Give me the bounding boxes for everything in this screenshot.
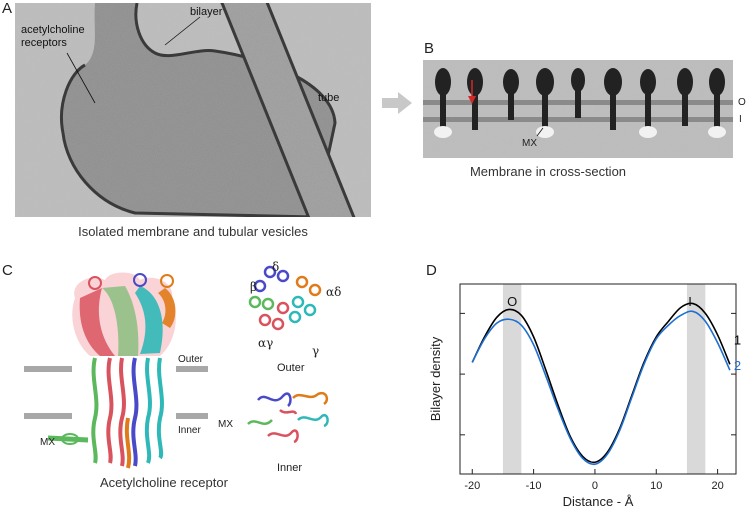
- peak-label-O: O: [507, 294, 517, 309]
- label-inner-slice: Inner: [277, 462, 303, 474]
- label-c-outer: Outer: [178, 354, 204, 365]
- annotation-bilayer: bilayer: [190, 6, 223, 18]
- receptor-ribbon-model: [40, 268, 210, 473]
- series-line-2: [471, 310, 731, 466]
- panel-b-label: B: [424, 40, 435, 57]
- x-tick-label: 20: [711, 480, 723, 492]
- caption-c: Acetylcholine receptor: [100, 475, 228, 490]
- x-tick-label: 0: [592, 480, 598, 492]
- outer-slice-view: [240, 262, 330, 342]
- caption-a: Isolated membrane and tubular vesicles: [78, 224, 308, 239]
- panel-a-label: A: [2, 0, 13, 17]
- panel-c-label: C: [2, 262, 13, 279]
- series-label-1: 1: [734, 332, 741, 347]
- red-arrow-icon: [467, 80, 477, 109]
- label-gamma: γ: [312, 344, 320, 358]
- series-labels: 12: [734, 332, 741, 373]
- y-axis-label: Bilayer density: [428, 336, 443, 421]
- label-alpha-gamma: αγ: [258, 336, 274, 350]
- x-axis-label: Distance - Å: [563, 494, 634, 509]
- annotation-receptors: acetylcholine receptors: [21, 24, 85, 50]
- label-c-mx: MX: [40, 437, 55, 448]
- annotation-tube: tube: [318, 92, 340, 104]
- label-b-outer: O: [738, 97, 746, 108]
- x-tick-label: -20: [464, 480, 480, 492]
- plot-frame: [459, 283, 737, 475]
- panel-d-label: D: [426, 262, 437, 279]
- y-ticks: [460, 312, 736, 436]
- membrane-bar-outer-left: [24, 366, 72, 372]
- shaded-band-1: [686, 284, 706, 474]
- label-beta: β: [250, 280, 257, 294]
- cross-section-image: [423, 60, 733, 158]
- label-c-inner: Inner: [178, 425, 201, 436]
- micrograph-a: [15, 0, 378, 289]
- membrane-bar-inner-right: [176, 413, 208, 419]
- series-line-1: [471, 302, 731, 464]
- label-delta: δ: [272, 260, 280, 274]
- peak-label-I: I: [688, 294, 692, 309]
- shaded-band-0: [502, 284, 522, 474]
- annotation-receptors-line1: acetylcholine: [21, 24, 85, 36]
- label-b-inner: I: [739, 114, 742, 125]
- membrane-bar-outer-right: [176, 366, 208, 372]
- label-alpha-delta: αδ: [326, 285, 342, 299]
- label-b-mx: MX: [522, 138, 537, 149]
- series-lines: [471, 302, 731, 466]
- x-ticks: -20 -10 0 10 20: [464, 469, 724, 492]
- series-label-2: 2: [734, 358, 741, 373]
- x-tick-label: -10: [526, 480, 542, 492]
- label-c-mx-inner: MX: [218, 419, 233, 430]
- inner-slice-view: [238, 380, 338, 460]
- annotation-receptors-line2: receptors: [21, 37, 67, 49]
- label-outer-slice: Outer: [277, 362, 305, 374]
- x-tick-label: 10: [650, 480, 662, 492]
- right-arrow-icon: [382, 92, 412, 119]
- shaded-bands: [502, 284, 706, 474]
- membrane-bar-inner-left: [24, 413, 72, 419]
- caption-b: Membrane in cross-section: [469, 164, 627, 179]
